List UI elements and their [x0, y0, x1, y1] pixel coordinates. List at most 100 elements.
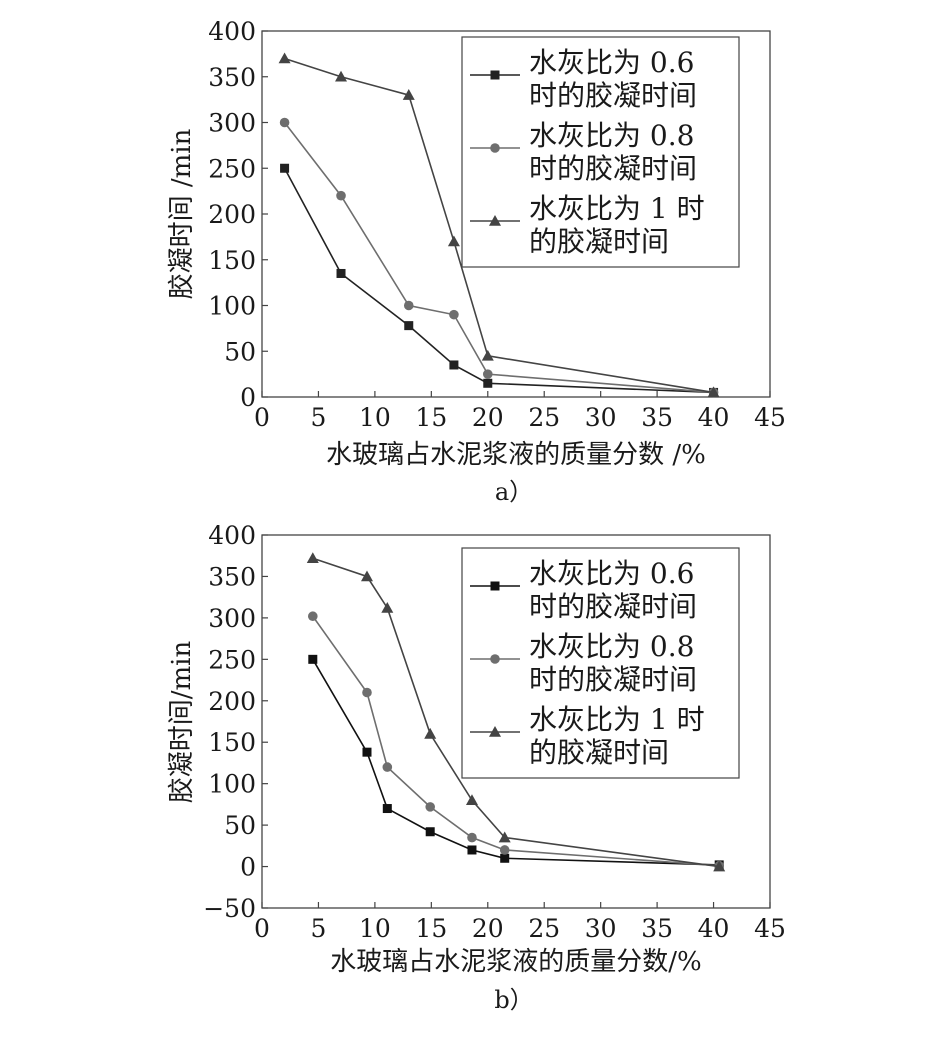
data-point-triangle [713, 860, 726, 872]
data-point-triangle [335, 70, 348, 82]
data-point-circle [482, 369, 493, 379]
data-point-square [382, 804, 392, 814]
data-point-circle [382, 762, 393, 772]
data-point-triangle [707, 386, 720, 398]
x-tick-label: 10 [359, 914, 391, 943]
data-point-square [404, 321, 414, 331]
x-tick-label: 10 [359, 403, 391, 432]
legend-label: 水灰比为 0.8 [529, 119, 694, 152]
data-point-circle [308, 611, 318, 622]
data-point-triangle [278, 52, 291, 64]
legend-label: 的胶凝时间 [529, 736, 669, 769]
x-tick-label: 15 [415, 914, 447, 943]
y-tick-label: 200 [208, 200, 256, 229]
x-tick-label: 0 [254, 403, 270, 432]
y-tick-label: 400 [208, 17, 256, 46]
legend-label: 水灰比为 1 时 [529, 192, 705, 225]
x-tick-label: 15 [415, 403, 447, 432]
y-tick-label: 350 [208, 562, 256, 591]
y-tick-label: 250 [208, 645, 256, 674]
y-tick-label: 200 [208, 687, 256, 716]
x-tick-label: 35 [641, 403, 673, 432]
data-point-triangle [306, 552, 319, 564]
x-axis-label: 水玻璃占水泥浆液的质量分数 /% [326, 440, 706, 470]
plot-frame [261, 534, 771, 909]
data-point-circle [499, 845, 510, 855]
y-tick-label: 0 [240, 383, 256, 412]
x-tick-label: 45 [754, 403, 786, 432]
x-axis-label: 水玻璃占水泥浆液的质量分数/% [330, 947, 701, 977]
chart-b: 0 5 10 15 20 25 30 35 40 45−500501001502002503003… [167, 521, 786, 1014]
y-tick-label: 100 [208, 292, 256, 321]
legend-label: 水灰比为 1 时 [529, 703, 705, 736]
y-tick-label: 250 [208, 154, 256, 183]
legend-label: 时的胶凝时间 [529, 590, 697, 623]
legend-marker-square [490, 581, 500, 591]
data-point-circle [449, 309, 459, 320]
legend-label: 时的胶凝时间 [529, 79, 697, 112]
x-tick-label: 40 [698, 403, 730, 432]
data-point-square [467, 845, 477, 855]
x-tick-label: 40 [698, 914, 730, 943]
data-point-triangle [381, 601, 394, 613]
x-tick-label: 45 [754, 914, 786, 943]
legend-label: 水灰比为 0.6 [529, 46, 694, 79]
y-tick-label: 300 [208, 604, 256, 633]
data-point-square [308, 654, 318, 664]
data-point-circle [362, 687, 372, 698]
y-tick-label: 300 [208, 109, 256, 138]
series-line-circle [283, 122, 714, 394]
data-point-square [500, 853, 510, 863]
legend-marker-square [490, 70, 500, 80]
y-tick-label: 0 [240, 853, 256, 882]
chart-caption: a） [495, 478, 533, 506]
data-point-triangle [481, 349, 494, 361]
y-tick-label: 50 [224, 337, 256, 366]
data-point-circle [425, 802, 436, 812]
x-tick-label: 20 [472, 403, 504, 432]
legend-label: 的胶凝时间 [529, 225, 669, 258]
x-tick-label: 35 [641, 914, 673, 943]
y-tick-label: 150 [208, 246, 256, 275]
data-point-square [336, 268, 346, 278]
y-tick-label: 50 [224, 811, 256, 840]
legend-marker-triangle [489, 726, 501, 737]
y-tick-label: 150 [208, 728, 256, 757]
data-point-square [425, 827, 435, 837]
y-tick-label: 350 [208, 63, 256, 92]
data-point-circle [336, 190, 346, 201]
data-point-square [449, 360, 459, 370]
x-tick-label: 5 [310, 403, 326, 432]
series-line-square [283, 167, 714, 394]
legend-marker-circle [490, 143, 500, 153]
data-point-square [483, 378, 493, 388]
data-point-triangle [424, 727, 437, 739]
legend-label: 水灰比为 0.6 [529, 557, 694, 590]
x-tick-label: 30 [585, 403, 617, 432]
x-tick-label: 5 [310, 914, 326, 943]
legend-label: 水灰比为 0.8 [529, 630, 694, 663]
y-axis-label: 胶凝时间 /min [167, 128, 197, 299]
x-tick-label: 20 [472, 914, 504, 943]
y-axis-label: 胶凝时间/min [167, 641, 197, 804]
chart-a: 0 5 10 15 20 25 30 35 40 45 0 50 100 150 200 250 300 350 4… [167, 17, 786, 506]
data-point-triangle [360, 570, 373, 582]
y-tick-label: 100 [208, 770, 256, 799]
y-tick-label: 400 [208, 521, 256, 550]
data-point-circle [279, 117, 290, 128]
data-point-square [362, 747, 372, 757]
x-tick-label: 25 [528, 403, 560, 432]
y-tick-label: −50 [203, 894, 256, 923]
data-point-triangle [447, 235, 460, 247]
legend-marker-circle [490, 654, 500, 664]
data-point-square [280, 163, 290, 173]
data-point-triangle [402, 89, 415, 100]
legend-label: 时的胶凝时间 [529, 152, 697, 185]
data-point-triangle [498, 831, 511, 843]
data-point-triangle [465, 794, 478, 806]
data-point-circle [403, 300, 414, 311]
x-tick-label: 25 [528, 914, 560, 943]
legend-marker-triangle [489, 215, 501, 226]
chart-caption: b） [494, 986, 533, 1014]
